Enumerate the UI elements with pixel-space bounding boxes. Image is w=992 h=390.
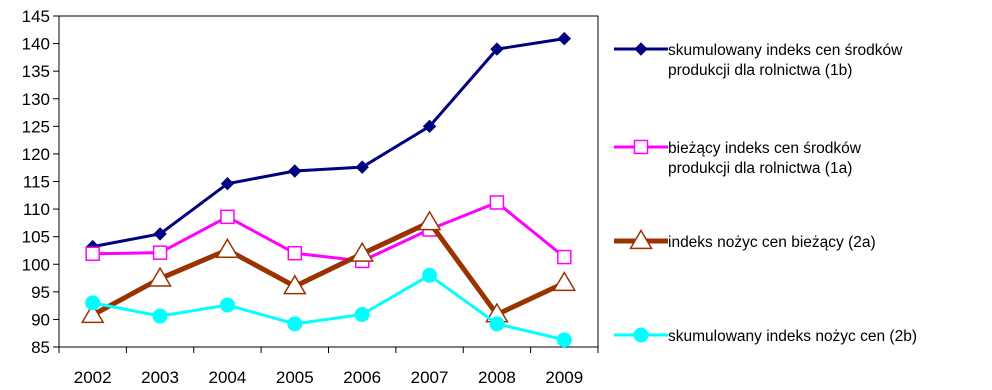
legend-label: indeks nożyc cen bieżący (2a) (668, 234, 876, 251)
data-point (422, 267, 438, 283)
y-tick-label: 125 (22, 117, 50, 136)
data-point (85, 246, 100, 262)
series-line (92, 37, 565, 249)
x-tick-label: 2008 (478, 368, 516, 387)
data-point (354, 306, 370, 322)
series-3 (80, 210, 577, 324)
data-point (215, 237, 240, 259)
y-tick-label: 140 (22, 35, 50, 54)
y-tick-label: 95 (31, 283, 50, 302)
data-point (288, 164, 302, 178)
series-layer (80, 31, 577, 348)
series-4 (85, 267, 572, 348)
y-tick-label: 115 (23, 173, 50, 192)
legend-label: skumulowany indeks cen środków (668, 42, 903, 59)
legend-item-4: skumulowany indeks nożyc cen (2b) (614, 327, 917, 345)
data-point (489, 316, 505, 332)
data-point (557, 31, 572, 46)
legend-item-2: bieżący indeks cen środków produkcji dla … (614, 139, 862, 177)
legend-label: skumulowany indeks nożyc cen (2b) (668, 328, 917, 345)
axes: 85 90 95 100 105 110 115 120 125 130 135 140 145 2002… (22, 7, 599, 387)
y-tick-label: 100 (22, 255, 50, 274)
series-line (92, 273, 565, 342)
data-point (148, 266, 172, 287)
legend-label: produkcji dla rolnictwa (1b) (668, 62, 852, 79)
x-tick-label: 2006 (343, 368, 381, 387)
data-point (153, 227, 167, 241)
legend-marker (634, 42, 648, 56)
x-tick-label: 2007 (411, 368, 449, 387)
data-point (355, 160, 369, 174)
data-point (422, 119, 437, 134)
y-tick-label: 105 (22, 228, 50, 247)
legend: skumulowany indeks cen środków produkcji … (614, 42, 917, 345)
plot-frame (58, 15, 599, 348)
data-point (283, 274, 307, 295)
data-point (220, 176, 235, 191)
series-line (91, 219, 566, 318)
data-point (350, 241, 374, 262)
x-tick-label: 2005 (276, 368, 314, 387)
series-1 (85, 31, 572, 254)
series-line (92, 200, 566, 263)
data-point (489, 195, 505, 210)
data-point (80, 303, 105, 324)
data-point (552, 271, 577, 292)
series-2 (85, 195, 572, 269)
legend-marker (633, 327, 649, 343)
data-point (287, 316, 303, 332)
y-tick-label: 145 (22, 7, 50, 26)
legend-marker (629, 229, 653, 250)
x-tick-label: 2002 (74, 368, 112, 387)
data-point (556, 332, 572, 348)
y-tick-label: 130 (22, 90, 50, 109)
legend-item-1: skumulowany indeks cen środków produkcji … (614, 42, 903, 79)
data-point (417, 210, 442, 231)
y-tick-label: 90 (31, 310, 50, 329)
data-point (152, 245, 168, 260)
data-point (220, 209, 235, 225)
x-tick-label: 2009 (545, 368, 583, 387)
y-tick-label: 85 (31, 338, 50, 357)
legend-label: bieżący indeks cen środków (668, 140, 862, 157)
y-tick-label: 110 (23, 200, 50, 219)
legend-label: produkcji dla rolnictwa (1a) (668, 160, 852, 177)
x-tick-label: 2004 (209, 368, 247, 387)
legend-item-3: indeks nożyc cen bieżący (2a) (614, 229, 876, 251)
y-tick-label: 120 (22, 145, 50, 164)
y-tick-label: 135 (22, 62, 50, 81)
legend-marker (633, 139, 649, 155)
data-point (287, 245, 303, 261)
data-point (152, 308, 168, 324)
data-point (85, 295, 101, 311)
data-point (557, 249, 572, 265)
data-point (219, 297, 235, 313)
data-point (490, 42, 504, 56)
x-tick-label: 2003 (141, 368, 179, 387)
